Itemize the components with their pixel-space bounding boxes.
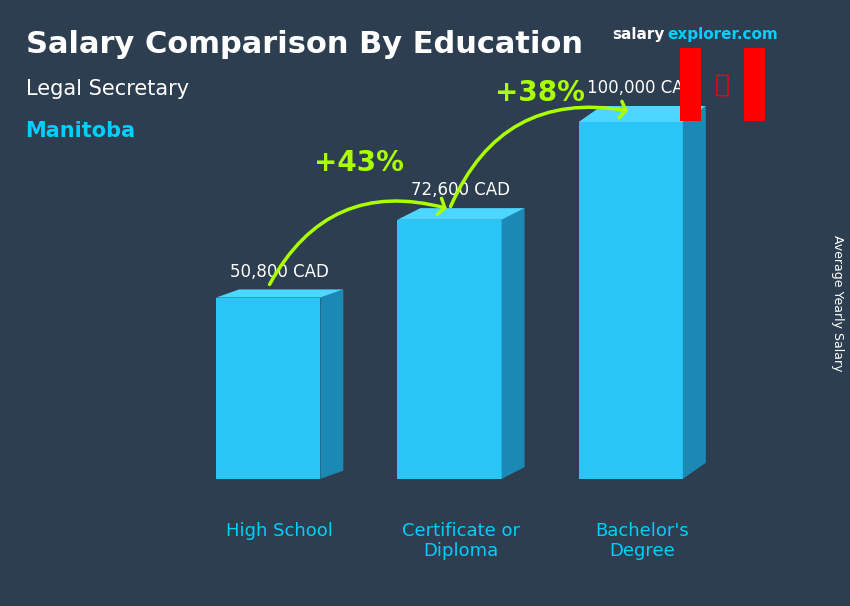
- Text: High School: High School: [226, 522, 333, 539]
- Polygon shape: [397, 220, 502, 479]
- Text: Bachelor's
Degree: Bachelor's Degree: [595, 522, 689, 561]
- Text: 72,600 CAD: 72,600 CAD: [411, 181, 511, 199]
- Polygon shape: [744, 48, 765, 121]
- Text: 🍁: 🍁: [715, 73, 730, 97]
- Text: Legal Secretary: Legal Secretary: [26, 79, 189, 99]
- Text: +43%: +43%: [314, 149, 404, 177]
- Polygon shape: [579, 106, 706, 122]
- Polygon shape: [502, 208, 524, 479]
- Text: Manitoba: Manitoba: [26, 121, 136, 141]
- Text: explorer.com: explorer.com: [667, 27, 778, 42]
- Text: Average Yearly Salary: Average Yearly Salary: [830, 235, 844, 371]
- Text: +38%: +38%: [496, 79, 585, 107]
- Polygon shape: [216, 298, 320, 479]
- Polygon shape: [579, 122, 683, 479]
- Text: 100,000 CAD: 100,000 CAD: [587, 79, 697, 97]
- Polygon shape: [216, 290, 343, 298]
- Polygon shape: [320, 290, 343, 479]
- Polygon shape: [683, 106, 706, 479]
- Text: 50,800 CAD: 50,800 CAD: [230, 262, 329, 281]
- Text: Certificate or
Diploma: Certificate or Diploma: [402, 522, 520, 561]
- Text: Salary Comparison By Education: Salary Comparison By Education: [26, 30, 582, 59]
- Polygon shape: [397, 208, 524, 220]
- Text: salary: salary: [612, 27, 665, 42]
- Polygon shape: [680, 48, 701, 121]
